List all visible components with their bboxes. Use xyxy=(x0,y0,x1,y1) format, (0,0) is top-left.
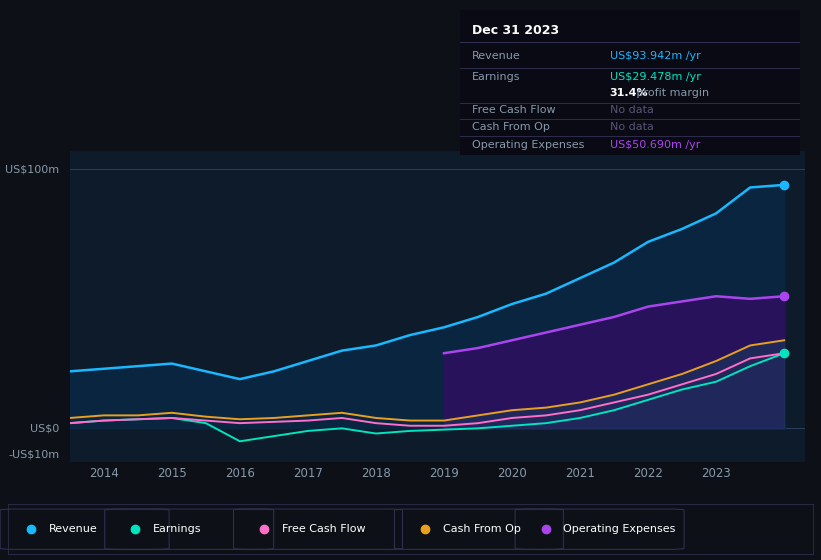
Text: Dec 31 2023: Dec 31 2023 xyxy=(472,25,559,38)
Text: Earnings: Earnings xyxy=(472,72,521,82)
Text: Cash From Op: Cash From Op xyxy=(472,123,550,133)
Text: Cash From Op: Cash From Op xyxy=(443,524,521,534)
Text: No data: No data xyxy=(610,105,654,115)
Text: US$93.942m /yr: US$93.942m /yr xyxy=(610,52,700,62)
Text: -US$10m: -US$10m xyxy=(8,449,60,459)
Text: US$0: US$0 xyxy=(30,423,60,433)
Text: profit margin: profit margin xyxy=(633,88,709,97)
Text: 31.4%: 31.4% xyxy=(610,88,649,97)
Text: US$50.690m /yr: US$50.690m /yr xyxy=(610,140,700,150)
Text: Free Cash Flow: Free Cash Flow xyxy=(282,524,365,534)
Text: Revenue: Revenue xyxy=(48,524,97,534)
Text: Operating Expenses: Operating Expenses xyxy=(472,140,585,150)
Text: No data: No data xyxy=(610,123,654,133)
Text: Revenue: Revenue xyxy=(472,52,521,62)
Text: US$100m: US$100m xyxy=(6,164,60,174)
Text: Earnings: Earnings xyxy=(153,524,201,534)
Text: US$29.478m /yr: US$29.478m /yr xyxy=(610,72,700,82)
Text: Operating Expenses: Operating Expenses xyxy=(563,524,676,534)
Text: Free Cash Flow: Free Cash Flow xyxy=(472,105,556,115)
